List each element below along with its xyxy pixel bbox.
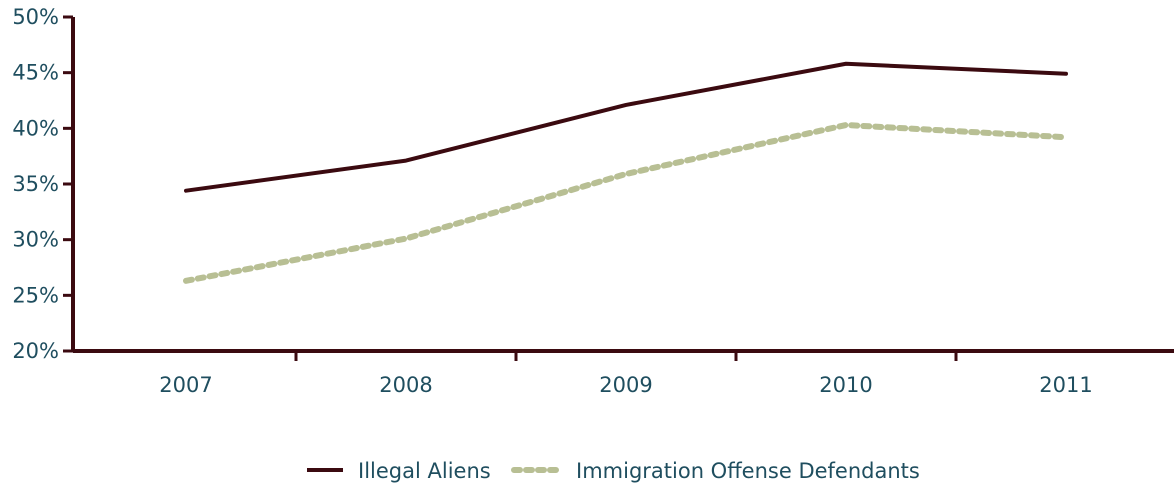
series-layer — [183, 61, 1069, 284]
x-tick-label: 2010 — [819, 373, 872, 397]
series-line-illegal-aliens — [184, 61, 1068, 193]
x-tick-label: 2007 — [159, 373, 212, 397]
legend: Illegal Aliens Immigration Offense Defend… — [307, 459, 920, 483]
legend-label: Illegal Aliens — [358, 459, 491, 483]
y-tick-label: 20% — [12, 339, 59, 363]
y-axis-ticks: 20% 25% 30% 35% 40% 45% 50% — [12, 5, 73, 363]
y-tick-label: 40% — [12, 116, 59, 140]
series-line-immigration-offense-defendants — [183, 121, 1069, 284]
y-tick-label: 25% — [12, 283, 59, 307]
x-tick-label: 2011 — [1039, 373, 1092, 397]
y-tick-label: 45% — [12, 61, 59, 85]
x-tick-label: 2008 — [379, 373, 432, 397]
x-axis-ticks: 2007 2008 2009 2010 2011 — [159, 351, 1093, 397]
y-tick-label: 50% — [12, 5, 59, 29]
legend-label: Immigration Offense Defendants — [576, 459, 920, 483]
y-tick-label: 35% — [12, 172, 59, 196]
x-tick-label: 2009 — [599, 373, 652, 397]
y-tick-label: 30% — [12, 228, 59, 252]
